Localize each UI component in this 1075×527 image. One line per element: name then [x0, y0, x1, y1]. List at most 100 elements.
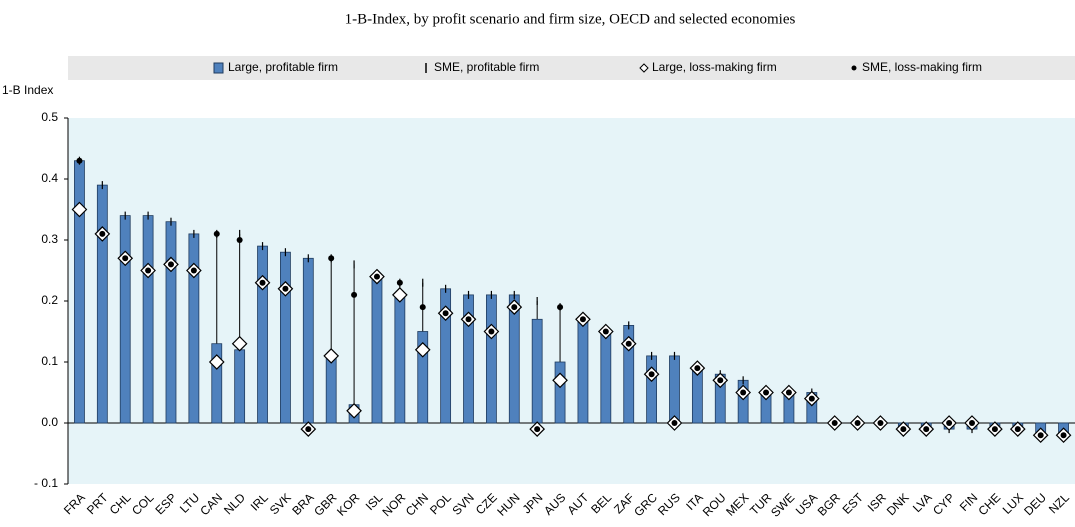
- x-tick-label: CYP: [930, 490, 957, 517]
- x-tick-label: LUX: [1000, 490, 1026, 516]
- x-tick-label: NZL: [1046, 490, 1072, 516]
- y-axis-label: 1-B Index: [2, 83, 53, 97]
- y-tick-label: 0.2: [41, 293, 58, 307]
- x-tick-label: HUN: [494, 490, 522, 518]
- y-tick-label: 0.1: [41, 354, 58, 368]
- bar: [302, 257, 314, 424]
- dot-marker: [442, 310, 449, 317]
- bar: [417, 331, 429, 424]
- dot-marker: [396, 279, 403, 286]
- dot-marker: [923, 426, 930, 433]
- diamond-marker: [346, 402, 362, 419]
- dot-marker: [305, 426, 312, 433]
- x-tick-label: SVN: [450, 490, 477, 517]
- x-tick-label: PRT: [84, 490, 111, 517]
- dot-marker: [969, 420, 976, 426]
- x-tick-label: NOR: [379, 490, 408, 519]
- diamond-marker: [414, 341, 431, 358]
- diamond-marker: [231, 335, 248, 352]
- legend-background: [68, 56, 1075, 80]
- x-tick-label: LVA: [910, 490, 935, 515]
- x-tick-label: RUS: [655, 490, 683, 518]
- x-tick-label: BEL: [588, 490, 614, 516]
- dot-marker: [328, 255, 335, 262]
- bar: [74, 160, 85, 424]
- x-tick-label: USA: [793, 490, 820, 517]
- legend-label: SME, loss-making firm: [862, 60, 982, 74]
- legend-swatch: [851, 65, 857, 71]
- dot-marker: [648, 371, 655, 378]
- x-tick-label: MEX: [723, 490, 751, 518]
- dot-marker: [808, 395, 815, 402]
- dot-marker: [534, 426, 541, 433]
- dot-marker: [671, 420, 678, 426]
- legend-label: Large, loss-making firm: [652, 60, 777, 74]
- x-tick-label: CZE: [473, 490, 500, 517]
- x-tick-label: FRA: [61, 490, 88, 517]
- x-tick-label: ROU: [700, 490, 729, 519]
- x-tick-label: CHE: [975, 490, 1003, 518]
- bar: [96, 184, 108, 424]
- bar: [257, 245, 268, 424]
- bar: [280, 251, 291, 424]
- dot-marker: [465, 316, 472, 323]
- dot-marker: [877, 420, 884, 426]
- x-tick-label: SVK: [267, 490, 294, 517]
- y-tick-label: 0.3: [41, 232, 58, 246]
- x-tick-label: POL: [427, 490, 454, 517]
- x-tick-label: TUR: [747, 490, 775, 518]
- bar: [188, 233, 200, 424]
- legend-swatch: [213, 62, 224, 74]
- x-tick-label: GBR: [311, 490, 340, 519]
- bar: [600, 331, 612, 424]
- y-tick-label: 0.5: [41, 110, 58, 124]
- chart-title: 1-B-Index, by profit scenario and firm s…: [345, 11, 796, 27]
- x-tick-label: AUT: [564, 490, 591, 517]
- bar: [371, 276, 383, 424]
- dot-marker: [213, 230, 220, 237]
- x-tick-label: ESP: [152, 490, 179, 517]
- x-tick-label: COL: [129, 490, 157, 518]
- bar: [485, 294, 497, 424]
- x-tick-label: CAN: [197, 490, 225, 518]
- x-tick-label: AUS: [541, 490, 568, 517]
- dot-marker: [740, 389, 747, 396]
- x-tick-label: SWE: [768, 490, 797, 519]
- bar: [531, 318, 543, 424]
- dot-marker: [190, 267, 197, 274]
- dot-marker: [351, 291, 358, 298]
- dot-marker: [946, 420, 953, 426]
- bar: [119, 215, 131, 424]
- dot-marker: [625, 340, 632, 347]
- dot-marker: [488, 328, 495, 335]
- x-tick-label: JPN: [520, 490, 546, 516]
- x-tick-label: GRC: [631, 490, 660, 519]
- dot-marker: [167, 261, 174, 268]
- dot-marker: [785, 389, 792, 396]
- x-tick-label: LTU: [177, 490, 202, 515]
- x-tick-label: EST: [840, 490, 867, 517]
- x-tick-label: IRL: [248, 490, 271, 513]
- diamond-marker: [323, 348, 340, 364]
- x-tick-label: CHL: [107, 490, 134, 517]
- dot-marker: [717, 377, 724, 384]
- bar: [165, 221, 177, 424]
- dot-marker: [991, 426, 998, 433]
- dot-marker: [373, 273, 380, 280]
- bar: [554, 361, 566, 424]
- dot-marker: [282, 285, 289, 292]
- bar: [577, 318, 589, 424]
- bar: [211, 343, 223, 424]
- dot-marker: [1037, 432, 1044, 439]
- dot-marker: [236, 237, 243, 243]
- bar: [142, 215, 154, 424]
- dot-marker: [579, 316, 586, 323]
- dot-marker: [259, 279, 266, 286]
- dot-marker: [76, 157, 83, 164]
- x-tick-label: BRA: [289, 490, 316, 517]
- dot-marker: [557, 304, 564, 311]
- x-tick-label: DEU: [1021, 490, 1049, 518]
- x-tick-label: NLD: [221, 490, 248, 517]
- dot-marker: [419, 304, 426, 311]
